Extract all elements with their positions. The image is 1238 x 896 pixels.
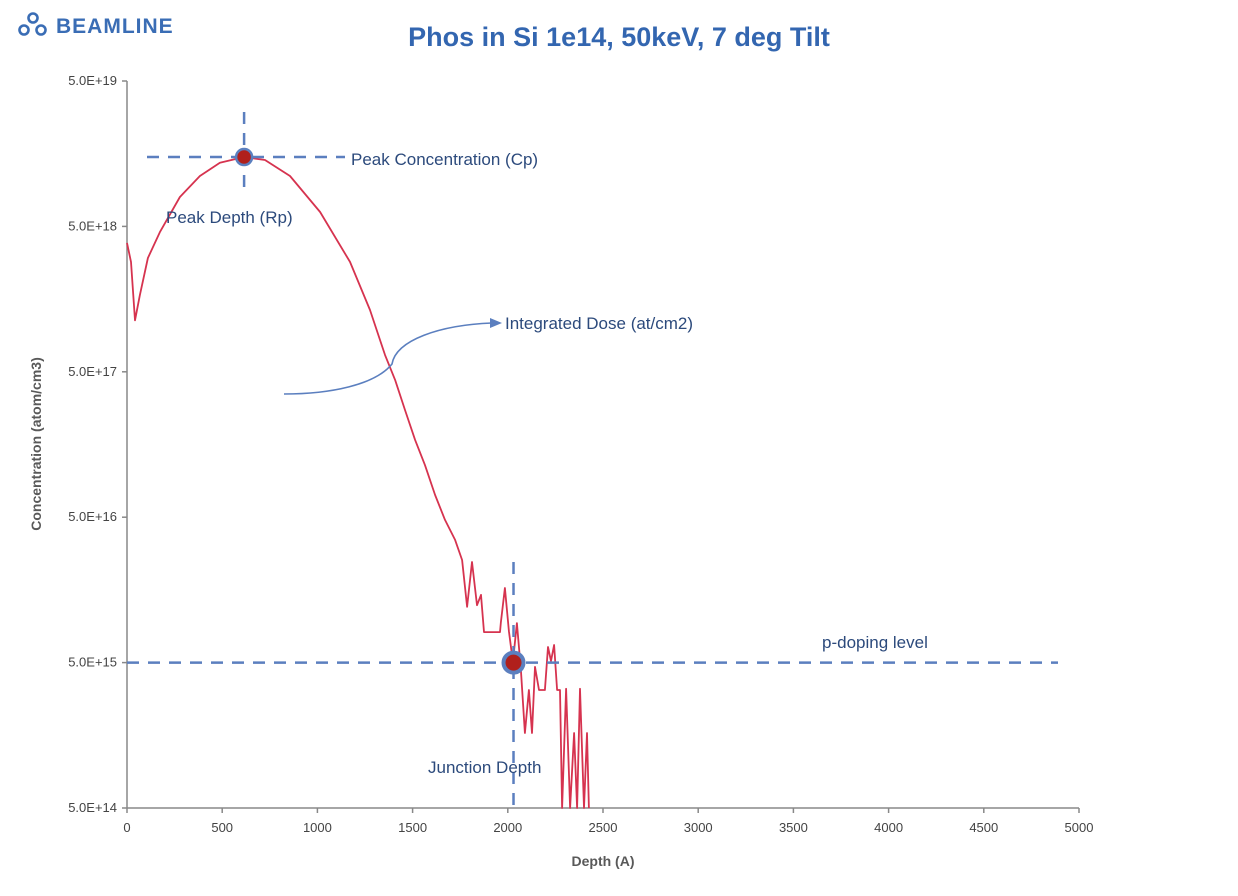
y-tick-label: 5.0E+15 — [68, 655, 117, 670]
x-tick-label: 0 — [123, 820, 130, 835]
chart-title: Phos in Si 1e14, 50keV, 7 deg Tilt — [408, 22, 830, 52]
x-axis-label: Depth (A) — [572, 853, 635, 869]
x-tick-label: 3000 — [684, 820, 713, 835]
arrowhead-icon — [490, 318, 502, 328]
x-tick-label: 4000 — [874, 820, 903, 835]
x-tick-label: 1500 — [398, 820, 427, 835]
x-tick-label: 3500 — [779, 820, 808, 835]
integrated-dose-label: Integrated Dose (at/cm2) — [505, 314, 693, 333]
y-tick-label: 5.0E+18 — [68, 218, 117, 233]
x-tick-label: 2500 — [589, 820, 618, 835]
logo-ring-right — [35, 24, 47, 36]
x-tick-label: 4500 — [969, 820, 998, 835]
junction-marker — [501, 650, 526, 675]
x-tick-label: 5000 — [1065, 820, 1094, 835]
p-doping-label: p-doping level — [822, 633, 928, 652]
x-tick-label: 2000 — [493, 820, 522, 835]
y-tick-label: 5.0E+19 — [68, 73, 117, 88]
y-tick-label: 5.0E+17 — [68, 364, 117, 379]
y-tick-label: 5.0E+14 — [68, 800, 117, 815]
integrated-dose-arrow — [283, 322, 493, 395]
markers — [234, 147, 526, 675]
peak-depth-label: Peak Depth (Rp) — [166, 208, 293, 227]
axes — [126, 81, 1079, 809]
x-tick-label: 500 — [211, 820, 233, 835]
beamline-logo: BEAMLINE — [18, 12, 174, 38]
y-axis-label: Concentration (atom/cm3) — [28, 357, 44, 530]
logo-ring-left — [18, 24, 30, 36]
y-tick-label: 5.0E+16 — [68, 509, 117, 524]
x-tick-label: 1000 — [303, 820, 332, 835]
logo-ring-top — [27, 12, 39, 24]
junction-depth-label: Junction Depth — [428, 758, 541, 777]
x-ticks: 0 500 1000 1500 2000 2500 3000 3500 4000 4500 5000 — [123, 808, 1093, 835]
peak-marker — [234, 147, 254, 167]
y-ticks: 5.0E+19 5.0E+18 5.0E+17 5.0E+16 5.0E+15 5.0E+… — [68, 73, 127, 815]
logo-text: BEAMLINE — [56, 15, 174, 38]
peak-concentration-label: Peak Concentration (Cp) — [351, 150, 538, 169]
annotation-lines — [127, 112, 1058, 808]
series-line — [126, 156, 590, 809]
